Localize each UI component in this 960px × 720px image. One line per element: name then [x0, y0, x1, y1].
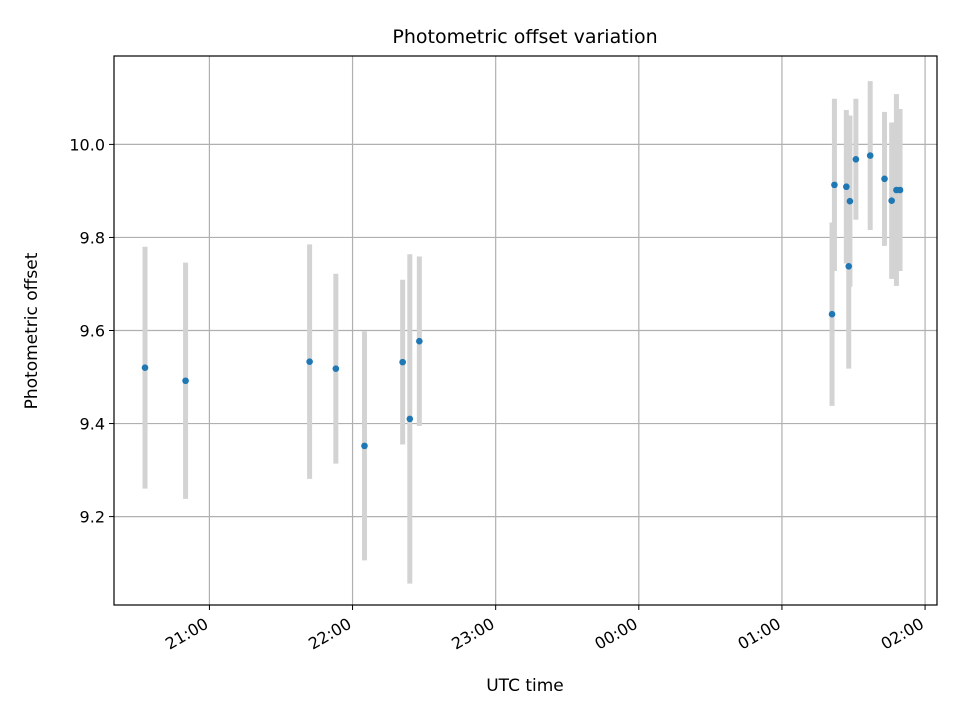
data-points — [141, 152, 904, 450]
chart-title: Photometric offset variation — [392, 26, 657, 48]
data-point — [881, 175, 888, 183]
data-point — [182, 377, 189, 385]
y-tick-label: 9.8 — [80, 228, 105, 247]
y-tick-label: 10.0 — [69, 135, 105, 154]
data-point — [866, 152, 874, 159]
data-point — [845, 262, 853, 270]
data-point — [306, 358, 313, 365]
x-axis-label: UTC time — [486, 676, 564, 696]
y-tick-label: 9.6 — [80, 322, 105, 341]
y-tick-label: 9.4 — [80, 415, 105, 434]
data-point — [399, 358, 406, 366]
data-point — [896, 186, 904, 194]
grid-lines — [114, 56, 937, 605]
data-point — [846, 197, 854, 205]
y-axis-label: Photometric offset — [22, 252, 42, 409]
data-point — [406, 415, 414, 423]
y-axis-ticks: 9.2 9.4 9.6 9.8 10.0 — [69, 135, 114, 527]
data-point — [416, 337, 423, 345]
y-tick-label: 9.2 — [80, 508, 105, 527]
data-point — [141, 364, 149, 372]
data-point — [843, 183, 850, 191]
data-point — [332, 365, 340, 372]
data-point — [888, 197, 895, 204]
data-point — [361, 442, 368, 450]
data-point — [828, 310, 836, 318]
data-point — [831, 181, 838, 189]
data-point — [852, 155, 860, 163]
